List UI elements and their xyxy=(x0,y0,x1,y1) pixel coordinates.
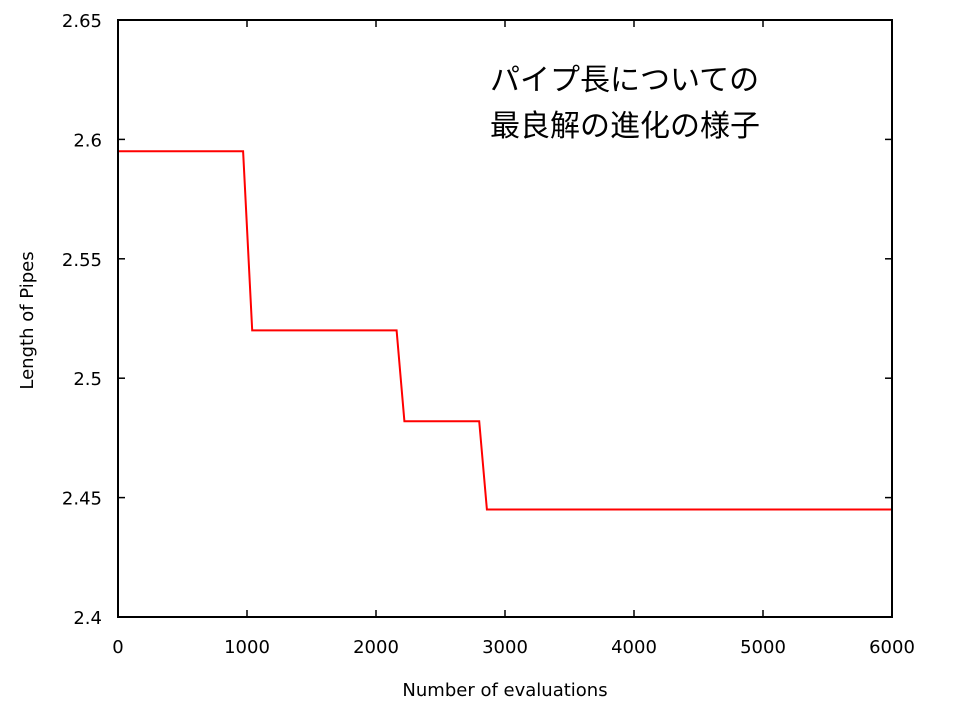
y-tick-label: 2.65 xyxy=(62,11,102,32)
x-tick-label: 5000 xyxy=(740,637,786,658)
ticks-layer: 0 1000 2000 3000 4000 5000 6000 2.4 2.45 2.5 2.55 2… xyxy=(62,11,915,658)
y-axis-title: Length of Pipes xyxy=(17,251,38,389)
y-tick-label: 2.6 xyxy=(73,130,102,151)
x-tick-label: 6000 xyxy=(869,637,915,658)
y-tick-label: 2.5 xyxy=(73,369,102,390)
annotation: パイプ長についての 最良解の進化の様子 xyxy=(490,63,760,144)
x-tick-label: 4000 xyxy=(611,637,657,658)
x-tick-label: 3000 xyxy=(482,637,528,658)
x-axis-title: Number of evaluations xyxy=(402,680,607,701)
y-tick-label: 2.45 xyxy=(62,489,102,510)
x-tick-label: 2000 xyxy=(353,637,399,658)
annotation-line-2: 最良解の進化の様子 xyxy=(490,109,760,144)
x-tick-label: 0 xyxy=(112,637,123,658)
y-tick-label: 2.4 xyxy=(73,608,102,629)
series-layer xyxy=(118,150,892,511)
annotation-line-1: パイプ長についての xyxy=(490,63,759,98)
series-line-0 xyxy=(118,150,892,511)
y-tick-label: 2.55 xyxy=(62,250,102,271)
x-tick-label: 1000 xyxy=(224,637,270,658)
